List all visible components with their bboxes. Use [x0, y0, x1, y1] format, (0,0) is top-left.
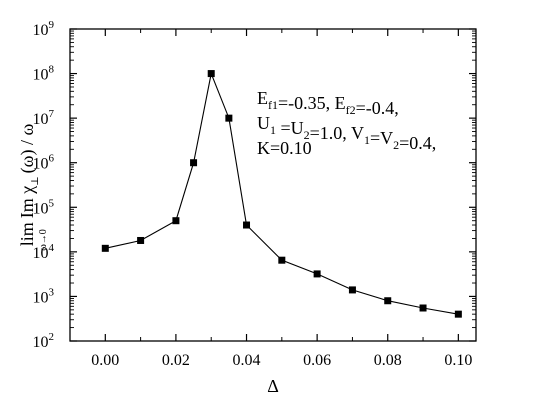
- data-point: [419, 304, 427, 312]
- data-point: [313, 270, 321, 278]
- axis-ticks: 0.00 0.02 0.04 0.06 0.08 0.10 102 103 104 105 106 1…: [33, 19, 476, 369]
- series-layer: [101, 70, 462, 318]
- data-point: [225, 114, 233, 122]
- parameter-annotation: Ef1=-0.35, Ef2=-0.4,U1 =U2=1.0, V1=V2=0.…: [257, 88, 436, 158]
- x-tick-label: 0.06: [303, 352, 331, 369]
- y-axis-label: lim Im χ⊥ (ω) / ω ω→0: [17, 124, 49, 251]
- y-axis-label-main-sub: ⊥: [30, 176, 41, 185]
- y-axis-label-suffix: (ω) / ω: [17, 124, 38, 174]
- data-point: [243, 221, 251, 229]
- y-tick-label: 108: [33, 64, 55, 84]
- annotation-line: Ef1=-0.35, Ef2=-0.4,: [257, 88, 399, 118]
- y-tick-label: 109: [33, 19, 55, 39]
- y-tick-label: 104: [33, 242, 55, 262]
- plot-frame: [69, 28, 477, 342]
- data-point: [172, 217, 180, 225]
- data-point: [348, 286, 356, 294]
- annotation-line: U1 =U2=1.0, V1=V2=0.4,: [257, 113, 436, 153]
- x-tick-label: 0.10: [444, 352, 472, 369]
- data-point: [137, 236, 145, 244]
- data-point: [278, 256, 286, 264]
- y-axis-label-main-text: Im χ: [17, 186, 37, 218]
- data-point: [101, 244, 109, 252]
- y-tick-label: 107: [33, 108, 55, 128]
- x-tick-label: 0.04: [233, 352, 261, 369]
- y-tick-label: 105: [33, 197, 55, 217]
- y-tick-label: 102: [33, 331, 55, 351]
- y-axis-label-main: lim Im χ⊥ (ω) / ω: [17, 124, 41, 247]
- x-axis-label: Δ: [267, 376, 279, 396]
- data-point: [190, 159, 198, 167]
- data-point: [207, 70, 215, 78]
- y-axis-label-sub: ω→0: [38, 229, 49, 251]
- y-axis-label-prefix: lim: [17, 222, 37, 246]
- x-tick-label: 0.00: [91, 352, 119, 369]
- data-point: [384, 297, 392, 305]
- annotation-line: K=0.10: [257, 138, 312, 158]
- data-point: [454, 310, 462, 318]
- x-tick-label: 0.08: [374, 352, 402, 369]
- y-tick-label: 103: [33, 286, 55, 306]
- x-tick-label: 0.02: [162, 352, 190, 369]
- y-tick-label: 106: [33, 153, 55, 173]
